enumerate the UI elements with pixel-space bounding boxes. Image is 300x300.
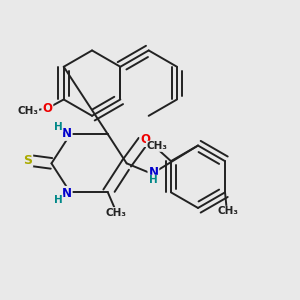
Text: CH₃: CH₃: [18, 106, 39, 116]
Text: CH₃: CH₃: [218, 206, 239, 216]
Text: CH₃: CH₃: [106, 208, 127, 218]
Text: N: N: [148, 166, 158, 179]
Text: N: N: [62, 127, 72, 140]
Text: H: H: [54, 122, 63, 132]
Text: O: O: [140, 133, 150, 146]
Text: O: O: [42, 102, 52, 115]
Text: CH₃: CH₃: [146, 141, 167, 151]
Text: H: H: [149, 175, 158, 185]
Text: H: H: [54, 195, 63, 205]
Text: S: S: [23, 154, 32, 167]
Text: N: N: [62, 187, 72, 200]
